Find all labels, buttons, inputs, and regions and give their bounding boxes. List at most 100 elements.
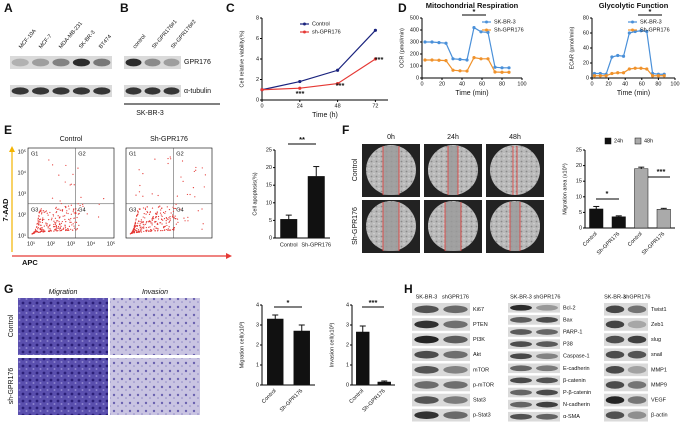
- event-dot: [143, 227, 145, 229]
- plot-title: Control: [60, 136, 83, 143]
- event-dot: [57, 220, 59, 222]
- event-dot: [148, 213, 151, 216]
- plot-title: Sh-GPR176: [150, 136, 188, 143]
- event-dot: [70, 217, 72, 220]
- event-dot: [169, 219, 171, 221]
- y-tick-label: 500: [410, 15, 419, 21]
- x-tick-label: 80: [655, 81, 661, 87]
- y-tick-label: 1: [346, 362, 349, 368]
- event-dot: [134, 229, 136, 231]
- event-dot: [58, 174, 60, 176]
- event-dot: [195, 166, 197, 169]
- data-point: [639, 29, 643, 33]
- event-dot: [163, 226, 165, 228]
- x-tick-label: 72: [372, 103, 378, 109]
- bar: [589, 208, 604, 229]
- event-dot: [61, 220, 63, 223]
- bar: [280, 219, 298, 239]
- event-dot: [201, 228, 203, 230]
- blot-band: [93, 87, 111, 95]
- event-dot: [48, 159, 50, 161]
- x-tick-label: 20: [439, 81, 445, 87]
- event-dot: [44, 211, 46, 213]
- event-dot: [65, 229, 67, 231]
- y-tick-label: 0: [269, 235, 272, 241]
- x-tick-label: Control: [280, 242, 298, 248]
- event-dot: [170, 158, 172, 160]
- event-dot: [151, 222, 153, 224]
- event-dot: [52, 164, 54, 166]
- event-dot: [139, 227, 141, 229]
- event-dot: [172, 228, 174, 231]
- event-dot: [182, 180, 184, 182]
- event-dot: [166, 206, 168, 208]
- event-dot: [38, 221, 40, 224]
- event-dot: [169, 229, 171, 231]
- data-point: [493, 70, 497, 74]
- blot-band: [443, 411, 468, 419]
- data-point: [458, 57, 462, 62]
- event-dot: [59, 200, 61, 202]
- event-dot: [42, 210, 45, 212]
- event-dot: [150, 222, 152, 224]
- event-dot: [41, 230, 43, 233]
- event-dot: [142, 223, 144, 225]
- protein-label: p-Stat3: [473, 413, 491, 419]
- flow-plot: [27, 147, 115, 239]
- data-point: [592, 71, 597, 76]
- blot-strip: [508, 363, 560, 374]
- column-header: Migration: [49, 289, 78, 296]
- panel-label: C: [226, 1, 235, 15]
- blot-band: [163, 87, 180, 95]
- axis-tick-label: 10⁴: [18, 169, 27, 176]
- event-dot: [154, 158, 156, 160]
- protein-label: mTOR: [473, 367, 489, 373]
- x-tick-label: Control: [582, 231, 599, 248]
- x-axis-label: Time (min): [617, 90, 650, 97]
- data-point: [298, 86, 302, 90]
- event-dot: [179, 208, 181, 210]
- x-tick-label: 20: [606, 81, 612, 87]
- gate-label: G2: [78, 151, 85, 157]
- axis-tick-label: 10³: [67, 241, 75, 247]
- wound-gap: [383, 146, 399, 195]
- x-tick-label: Sh-GPR176: [301, 242, 331, 248]
- legend-label: SK-BR-3: [640, 19, 662, 25]
- event-dot: [54, 222, 56, 224]
- x-tick-label: 40: [459, 81, 465, 87]
- event-dot: [39, 227, 42, 229]
- event-dot: [156, 212, 158, 214]
- bar: [377, 381, 391, 386]
- protein-label: Twist1: [651, 307, 667, 313]
- event-dot: [48, 230, 51, 233]
- event-dot: [47, 214, 49, 216]
- x-axis-label: Time (min): [455, 90, 488, 97]
- data-point: [437, 58, 441, 62]
- event-dot: [139, 184, 141, 187]
- event-dot: [155, 227, 158, 229]
- event-dot: [149, 230, 151, 232]
- event-dot: [57, 229, 59, 232]
- y-tick-label: 15: [266, 183, 272, 189]
- blot-band: [536, 329, 558, 335]
- event-dot: [52, 215, 55, 217]
- event-dot: [143, 230, 145, 233]
- event-dot: [62, 215, 64, 217]
- y-tick-label: 0: [416, 75, 419, 81]
- event-dot: [161, 218, 163, 221]
- event-dot: [48, 225, 51, 227]
- event-dot: [165, 220, 167, 222]
- event-dot: [137, 229, 140, 231]
- blot-band: [52, 87, 70, 95]
- blot-band: [414, 335, 439, 344]
- event-dot: [67, 205, 70, 207]
- event-dot: [152, 216, 154, 218]
- y-tick-label: 300: [410, 39, 419, 45]
- y-tick-label: 3: [256, 322, 259, 328]
- event-dot: [187, 216, 189, 218]
- event-dot: [147, 221, 150, 223]
- event-dot: [68, 218, 70, 220]
- event-dot: [37, 217, 40, 219]
- blot-band: [605, 320, 625, 329]
- event-dot: [154, 226, 156, 228]
